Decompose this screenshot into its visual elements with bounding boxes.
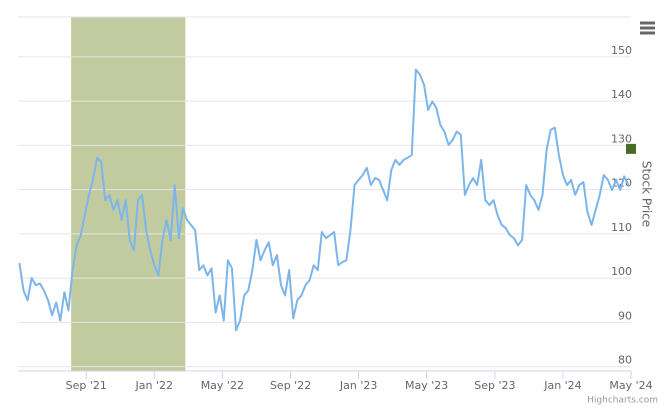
last-price-marker [626, 143, 636, 154]
y-axis-title: Stock Price [640, 161, 654, 227]
menu-button[interactable] [636, 18, 658, 38]
y-tick-label: 130 [611, 132, 632, 145]
y-tick-label: 110 [611, 221, 632, 234]
x-tick-label: May '23 [405, 379, 448, 392]
x-tick-label: Sep '21 [66, 379, 107, 392]
credits[interactable]: Highcharts.com [587, 396, 658, 406]
x-tick-label: Jan '22 [135, 379, 173, 392]
price-line [18, 68, 630, 332]
x-tick-label: Sep '23 [474, 379, 515, 392]
y-tick-label: 150 [611, 44, 632, 57]
x-tick-label: Jan '23 [339, 379, 377, 392]
x-tick-label: Sep '22 [270, 379, 311, 392]
x-tick-label: Jan '24 [543, 379, 581, 392]
x-tick-label: May '22 [201, 379, 244, 392]
y-tick-label: 80 [618, 354, 632, 367]
x-tick-label: May '24 [609, 379, 652, 392]
y-tick-label: 140 [611, 88, 632, 101]
y-tick-label: 100 [611, 265, 632, 278]
y-tick-label: 90 [618, 309, 632, 322]
